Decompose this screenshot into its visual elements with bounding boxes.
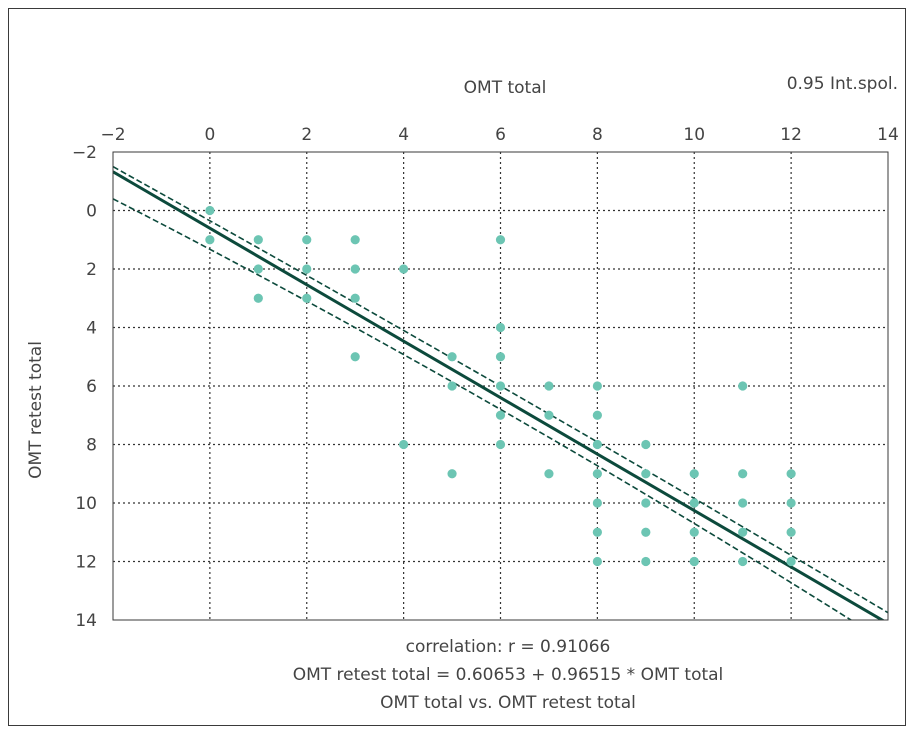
data-point <box>544 410 554 420</box>
data-point <box>592 498 602 508</box>
data-point <box>544 469 554 479</box>
data-point <box>399 264 409 274</box>
data-point <box>253 235 263 245</box>
data-point <box>738 527 748 537</box>
data-point <box>447 381 457 391</box>
chart-title: OMT total vs. OMT retest total <box>380 693 636 713</box>
grid-lines <box>113 152 888 620</box>
data-point <box>786 527 796 537</box>
data-point <box>786 469 796 479</box>
regression-line <box>113 170 886 620</box>
data-point <box>689 527 699 537</box>
y-tick-label: 4 <box>86 319 97 339</box>
data-point <box>689 469 699 479</box>
regression-line-path <box>113 170 886 620</box>
data-point <box>302 264 312 274</box>
data-point <box>302 235 312 245</box>
data-point <box>495 381 506 391</box>
data-point <box>205 235 215 245</box>
data-point <box>495 410 506 420</box>
data-point <box>350 235 360 245</box>
y-tick-label: 2 <box>86 260 97 280</box>
y-tick-labels: −2 0 2 4 6 8 10 12 14 <box>72 143 97 631</box>
data-point <box>641 439 651 450</box>
y-tick-label: 12 <box>75 553 97 573</box>
data-point <box>495 439 506 450</box>
data-point <box>495 322 506 333</box>
x-tick-label: 8 <box>592 125 603 145</box>
x-tick-label: 6 <box>495 125 506 145</box>
data-point <box>592 410 602 420</box>
data-point <box>253 293 263 303</box>
data-point <box>689 498 699 508</box>
x-tick-label: 14 <box>877 125 899 145</box>
x-tick-labels: −2 0 2 4 6 8 10 12 14 <box>100 125 898 145</box>
data-point <box>592 439 602 450</box>
data-point <box>447 469 457 479</box>
y-tick-label: 6 <box>86 377 97 397</box>
confidence-band-lower <box>113 198 853 620</box>
data-point <box>786 556 796 567</box>
data-point <box>738 381 748 391</box>
legend-text: 0.95 Int.spol. <box>787 74 898 94</box>
data-point <box>495 235 506 245</box>
y-tick-label: 14 <box>75 611 97 631</box>
x-tick-label: −2 <box>100 125 125 145</box>
data-point <box>592 469 602 479</box>
y-tick-label: 0 <box>86 202 97 222</box>
data-point <box>447 352 457 362</box>
data-point <box>592 556 602 567</box>
data-point <box>592 381 602 391</box>
y-tick-label: −2 <box>72 143 97 163</box>
data-point <box>350 293 360 303</box>
data-point <box>253 264 263 274</box>
x-tick-label: 12 <box>780 125 802 145</box>
plot-area <box>112 151 889 621</box>
chart-frame: −2 0 2 4 6 8 10 12 14 −2 0 2 4 6 8 10 12 14 OMT total 0.… <box>8 8 906 726</box>
data-point <box>689 556 699 567</box>
data-point <box>350 352 360 362</box>
data-point <box>350 264 360 274</box>
correlation-annotation: correlation: r = 0.91066 <box>406 637 611 657</box>
y-tick-label: 10 <box>75 494 97 514</box>
x-tick-label: 2 <box>301 125 312 145</box>
data-point <box>495 352 506 362</box>
data-point <box>592 527 602 537</box>
data-points <box>205 205 796 567</box>
x-tick-label: 4 <box>398 125 409 145</box>
data-point <box>786 498 796 508</box>
x-axis-label: OMT total <box>464 78 547 98</box>
data-point <box>738 469 748 479</box>
regression-equation: OMT retest total = 0.60653 + 0.96515 * O… <box>293 665 724 685</box>
data-point <box>738 498 748 508</box>
data-point <box>544 381 554 391</box>
y-axis-label: OMT retest total <box>26 341 46 479</box>
x-tick-label: 10 <box>683 125 705 145</box>
data-point <box>641 498 651 508</box>
data-point <box>641 469 651 479</box>
data-point <box>641 556 651 567</box>
y-tick-label: 8 <box>86 436 97 456</box>
data-point <box>641 527 651 537</box>
data-point <box>302 293 312 303</box>
scatter-chart: −2 0 2 4 6 8 10 12 14 −2 0 2 4 6 8 10 12 14 OMT total 0.… <box>26 74 899 713</box>
data-point <box>205 205 215 216</box>
data-point <box>399 439 409 450</box>
x-tick-label: 0 <box>204 125 215 145</box>
data-point <box>738 556 748 567</box>
